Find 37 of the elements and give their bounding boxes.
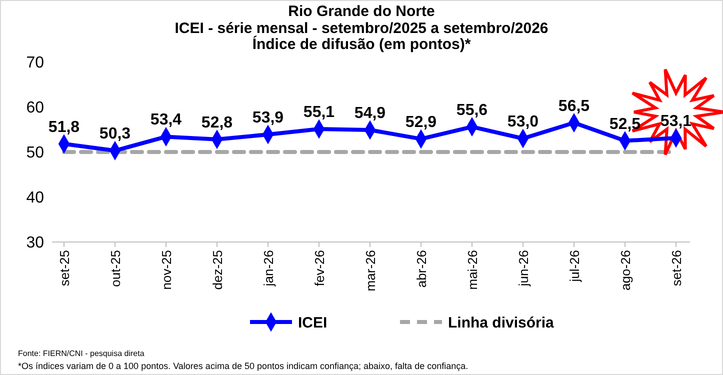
text: 55,6 — [456, 102, 488, 119]
text: 53,9 — [252, 109, 284, 126]
text: 53,0 — [507, 114, 539, 130]
chart-subtitle: ICEI - série mensal - setembro/2025 a setembro/2026 Índice de difusão (em pontos)* — [174, 20, 548, 53]
x-tick-label: mai-26 — [465, 250, 480, 290]
text: 50,3 — [99, 126, 131, 143]
x-tick-label: fev-26 — [312, 250, 327, 286]
x-tick-label: jul-26 — [567, 250, 582, 283]
x-tick-label: mar-26 — [363, 250, 378, 292]
y-tick-label: 50 — [26, 144, 44, 162]
x-tick-label: abr-26 — [414, 250, 429, 288]
text: 54,9 — [354, 104, 386, 122]
x-tick-label: nov-25 — [159, 250, 174, 290]
y-tick-label: 30 — [26, 234, 44, 252]
x-tick-label: jun-26 — [516, 250, 531, 288]
source-note: Fonte: FIERN/CNI - pesquisa direta — [18, 349, 145, 358]
text: *Os índices variam de 0 a 100 pontos. Valores acima de 50 pontos indicam confiança; abaixo, falta de confiança. — [18, 361, 468, 371]
x-tick-label: set-26 — [669, 250, 684, 286]
y-tick-label: 40 — [26, 190, 44, 207]
x-tick-label: set-25 — [57, 250, 72, 286]
legend-label: Linha divisória — [448, 314, 555, 332]
text: 55,1 — [303, 104, 335, 122]
text: 52,5 — [609, 116, 641, 133]
x-tick-label: dez-25 — [210, 250, 225, 290]
y-tick-label: 70 — [26, 54, 44, 72]
text: 53,4 — [150, 112, 182, 129]
chart-title: Rio Grande do Norte — [288, 3, 435, 20]
text: 56,5 — [558, 98, 590, 115]
text: 52,8 — [201, 114, 233, 132]
x-tick-label: out-25 — [108, 250, 123, 287]
x-tick-label: jan-26 — [261, 250, 276, 288]
text: 53,1 — [660, 113, 692, 130]
x-tick-label: ago-26 — [618, 250, 633, 290]
y-tick-label: 60 — [26, 100, 44, 117]
legend-label: ICEI — [298, 314, 328, 332]
text: 51,8 — [48, 118, 80, 136]
text: 52,9 — [405, 114, 437, 131]
